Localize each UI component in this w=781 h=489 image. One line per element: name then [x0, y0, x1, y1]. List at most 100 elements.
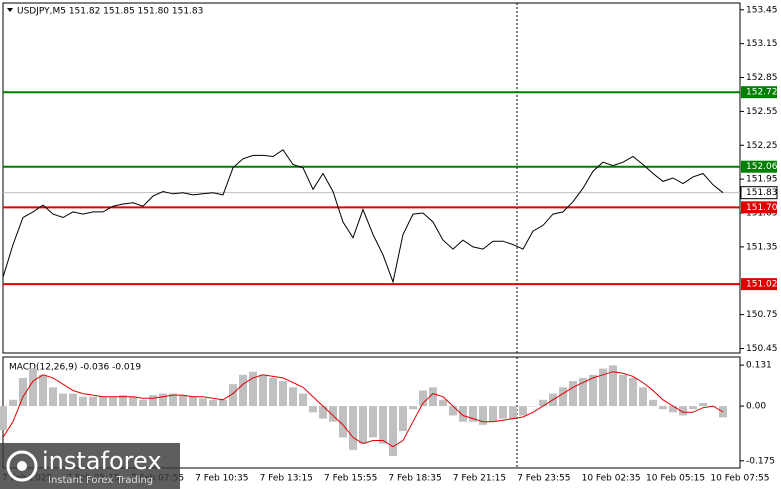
macd-bar — [39, 374, 47, 407]
y-tick-label: 150.45 — [746, 344, 778, 354]
x-tick-label: 7 Feb 21:15 — [453, 474, 506, 484]
macd-bar — [279, 381, 287, 407]
macd-bar — [459, 406, 467, 422]
y-tick-label: 151.95 — [746, 175, 778, 185]
macd-bar — [389, 406, 397, 457]
macd-bar — [599, 368, 607, 407]
level-label-box — [741, 201, 777, 214]
macd-bar — [299, 393, 307, 407]
x-tick-label: 7 Feb 23:55 — [517, 474, 570, 484]
symbol-menu-arrow — [7, 8, 13, 12]
macd-bar — [519, 406, 527, 416]
x-tick-label: 7 Feb 15:55 — [324, 474, 377, 484]
macd-bar — [409, 406, 417, 410]
macd-bar — [569, 381, 577, 407]
y-tick-label: 152.55 — [746, 107, 778, 117]
macd-bar — [529, 406, 537, 407]
macd-bar — [89, 396, 97, 407]
macd-bar — [249, 371, 257, 407]
macd-bar — [369, 406, 377, 438]
macd-bar — [469, 406, 477, 422]
macd-bar — [619, 374, 627, 407]
current-price-label: 151.83 — [746, 188, 778, 198]
macd-bar — [359, 406, 367, 444]
level-label-box — [741, 86, 777, 99]
price-line — [2, 149, 724, 284]
x-tick-label: 7 Feb 13:15 — [260, 474, 313, 484]
macd-bar — [199, 398, 207, 407]
macd-bar — [539, 399, 547, 407]
macd-bar — [699, 402, 707, 407]
macd-bar — [149, 395, 157, 407]
macd-bar — [19, 377, 27, 407]
macd-bar — [49, 387, 57, 407]
y-tick-label: 152.25 — [746, 141, 778, 151]
macd-bar — [319, 406, 327, 419]
macd-bar — [579, 377, 587, 407]
watermark-icon — [6, 450, 38, 482]
macd-bar — [689, 406, 697, 410]
macd-bar — [269, 377, 277, 407]
macd-bar — [559, 387, 567, 407]
macd-bar — [59, 393, 67, 407]
macd-bar — [679, 406, 687, 416]
macd-bar — [329, 406, 337, 422]
level-label: 152.06 — [746, 162, 778, 172]
y-tick-label: 150.75 — [746, 310, 778, 320]
macd-bar — [609, 365, 617, 407]
y-tick-label: 151.35 — [746, 242, 778, 252]
macd-bar — [659, 406, 667, 410]
macd-bar — [209, 399, 217, 407]
macd-bar — [379, 406, 387, 444]
y-tick-label: 0.131 — [746, 361, 772, 371]
indicator-title: MACD(12,26,9) -0.036 -0.019 — [9, 363, 141, 373]
chart-title: USDJPY,M5 151.82 151.85 151.80 151.83 — [17, 7, 203, 17]
macd-bar — [69, 393, 77, 407]
macd-bar — [179, 395, 187, 407]
macd-bar — [649, 399, 657, 407]
x-tick-label: 10 Feb 05:15 — [646, 474, 705, 484]
signal-line — [2, 371, 724, 448]
macd-bar — [29, 368, 37, 407]
x-tick-label: 10 Feb 02:35 — [582, 474, 641, 484]
watermark-bg — [0, 443, 180, 489]
macd-bar — [99, 396, 107, 407]
macd-bar — [439, 399, 447, 407]
macd-bar — [499, 406, 507, 419]
macd-bar — [159, 393, 167, 407]
macd-bar — [259, 374, 267, 407]
macd-bar — [399, 406, 407, 432]
macd-bar — [189, 396, 197, 407]
watermark-icon-dot — [17, 461, 27, 471]
macd-bar — [79, 396, 87, 407]
y-tick-label: 152.85 — [746, 73, 778, 83]
y-tick-label: 151.65 — [746, 209, 778, 219]
macd-bar — [449, 406, 457, 416]
current-price-box — [740, 186, 778, 200]
macd-bar — [349, 406, 357, 450]
price-panel — [2, 2, 741, 354]
macd-bar — [429, 387, 437, 407]
macd-bar — [639, 387, 647, 407]
level-label-box — [741, 278, 777, 291]
level-label: 151.02 — [746, 280, 778, 290]
macd-bar — [119, 395, 127, 407]
macd-bar — [9, 399, 17, 407]
watermark-tagline: Instant Forex Trading — [48, 475, 153, 486]
macd-bar — [139, 399, 147, 407]
y-tick-label: 0.00 — [746, 402, 766, 412]
macd-bar — [0, 406, 7, 431]
macd-bar — [169, 393, 177, 407]
x-tick-label: 7 Feb 10:35 — [195, 474, 248, 484]
x-tick-label: 10 Feb 07:55 — [710, 474, 769, 484]
macd-bar — [589, 374, 597, 407]
macd-bar — [509, 406, 517, 419]
level-label-box — [741, 160, 777, 173]
macd-bar — [419, 390, 427, 407]
macd-bar — [289, 387, 297, 407]
y-tick-label: -0.175 — [746, 456, 775, 466]
macd-bar — [239, 374, 247, 407]
macd-bar — [339, 406, 347, 438]
